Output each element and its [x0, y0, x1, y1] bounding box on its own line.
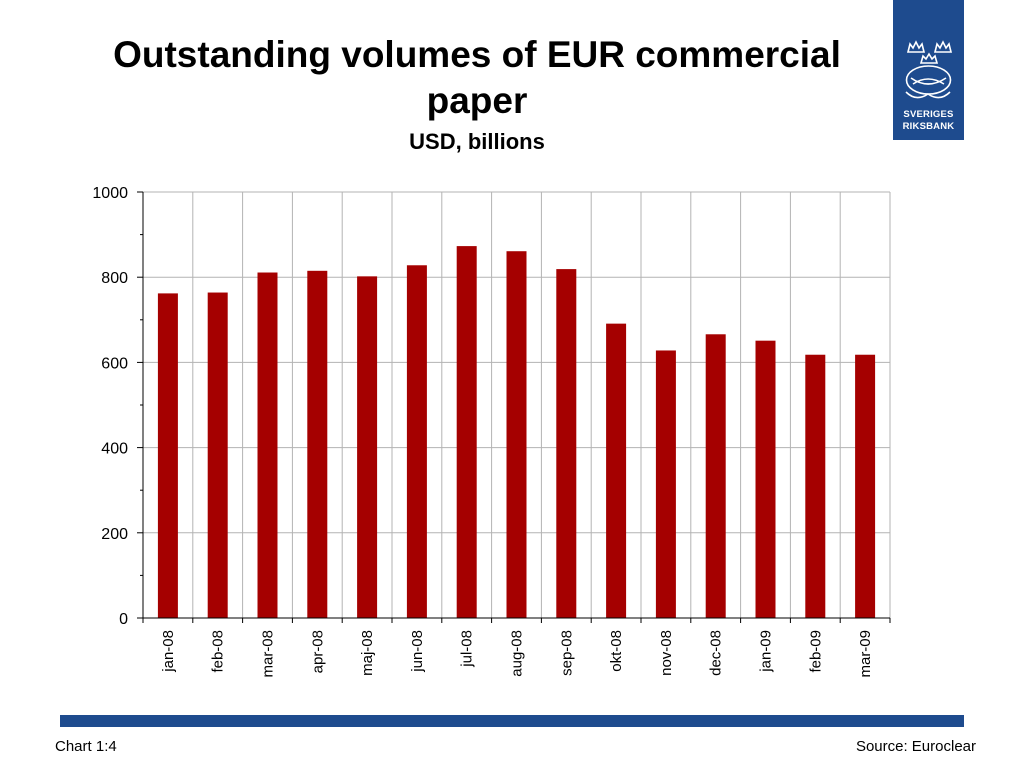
y-tick-label: 600 — [101, 355, 128, 372]
x-tick-label: okt-08 — [608, 630, 625, 672]
bar-aug-08 — [506, 251, 527, 619]
x-tick-label: sep-08 — [558, 630, 575, 676]
logo-text-line1: SVERIGES — [903, 109, 954, 120]
x-tick-label: jul-08 — [459, 630, 476, 668]
bar-jan-08 — [157, 293, 178, 618]
bar-feb-08 — [207, 292, 228, 618]
bar-jul-08 — [456, 246, 477, 619]
y-tick-label: 200 — [101, 526, 128, 543]
bar-feb-09 — [805, 354, 826, 618]
x-tick-label: mar-08 — [260, 630, 277, 678]
axes — [137, 191, 891, 623]
bar-jan-09 — [755, 340, 776, 618]
x-tick-label: maj-08 — [359, 630, 376, 676]
x-tick-label: apr-08 — [309, 630, 326, 673]
x-tick-label: dec-08 — [708, 630, 725, 676]
x-tick-label: jan-09 — [758, 630, 775, 673]
y-tick-label: 1000 — [92, 185, 128, 202]
y-tick-label: 0 — [119, 611, 128, 628]
y-tick-label: 400 — [101, 441, 128, 458]
x-tick-label: feb-08 — [210, 630, 227, 673]
chart-number: Chart 1:4 — [55, 738, 117, 755]
bar-jun-08 — [406, 265, 427, 618]
chart-subtitle: USD, billions — [409, 129, 545, 154]
x-tick-label: mar-09 — [857, 630, 874, 678]
x-tick-label: feb-09 — [807, 630, 824, 673]
y-tick-label: 800 — [101, 270, 128, 287]
bar-mar-08 — [257, 272, 278, 618]
x-tick-label: nov-08 — [658, 630, 675, 676]
tick-labels: 0 200 400 600 800 1000 jan-08 feb-08 mar-08 apr-0… — [92, 185, 874, 678]
bar-maj-08 — [357, 276, 378, 618]
x-tick-label: aug-08 — [509, 630, 526, 677]
riksbank-logo: SVERIGES RIKSBANK — [893, 0, 964, 140]
bar-dec-08 — [705, 334, 726, 618]
bar-sep-08 — [556, 269, 577, 618]
chart-title: Outstanding volumes of EUR commercial pa… — [113, 34, 841, 121]
bars — [157, 246, 876, 619]
bar-okt-08 — [606, 323, 627, 618]
x-tick-label: jun-08 — [409, 630, 426, 673]
logo-text-line2: RIKSBANK — [902, 121, 955, 132]
bar-apr-08 — [307, 270, 328, 618]
source-note: Source: Euroclear — [855, 738, 976, 755]
bar-mar-09 — [855, 354, 876, 618]
x-tick-label: jan-08 — [160, 630, 177, 673]
bar-nov-08 — [655, 350, 676, 618]
footer-divider — [60, 715, 964, 727]
riksbank-emblem-icon — [905, 40, 953, 99]
